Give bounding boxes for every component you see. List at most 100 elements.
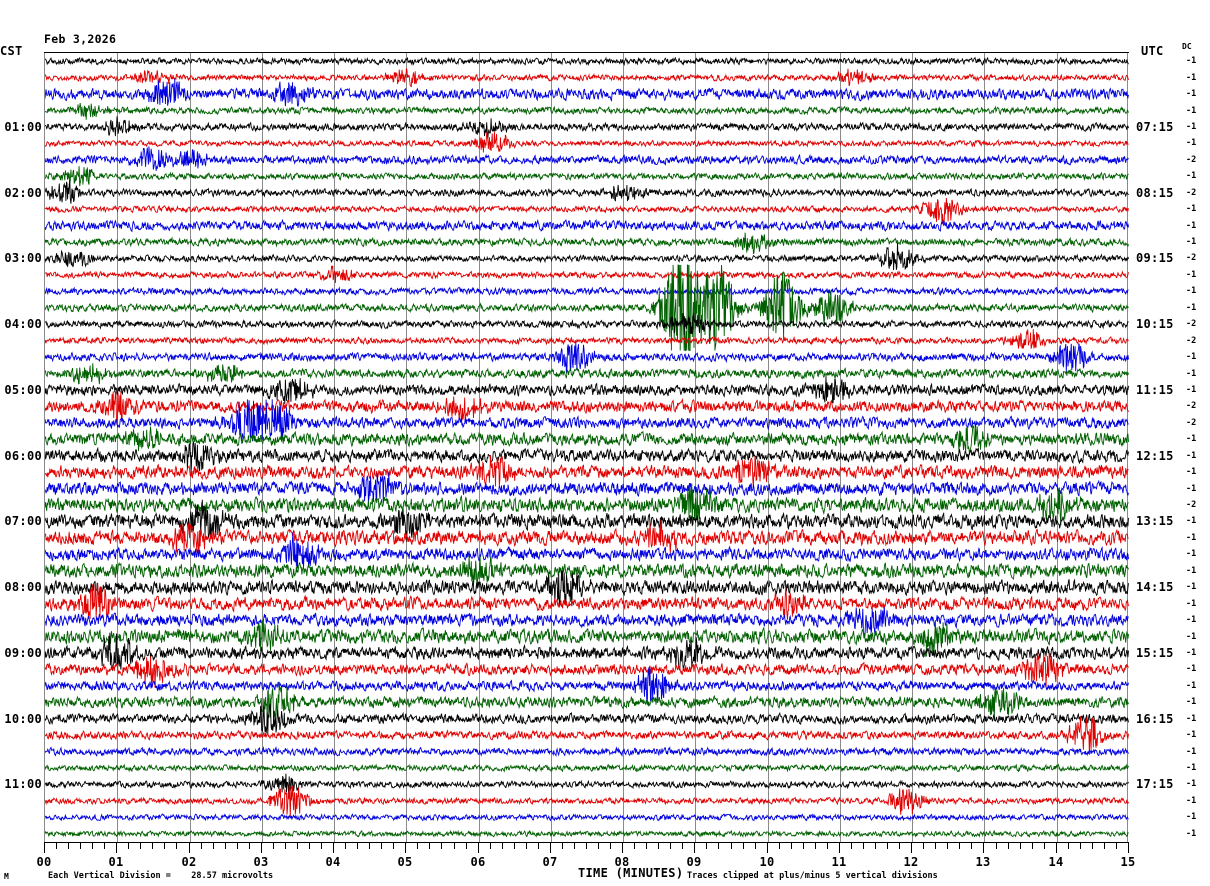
x-tick-minor [1080,843,1081,849]
cst-time-label: 02:00 [4,185,42,200]
x-tick-label: 08 [614,855,630,869]
cst-time-label: 11:00 [4,777,42,792]
gridline-minute-12 [912,53,913,842]
utc-time-label: 12:15 [1136,448,1174,463]
x-tick-major [983,843,984,853]
x-tick-minor [285,843,286,849]
x-axis-ticks [44,843,1129,853]
trace-line [45,455,1129,487]
x-tick-minor [273,843,274,849]
x-tick-minor [887,843,888,849]
trace-line [45,633,1129,671]
x-tick-major [1128,843,1129,853]
x-tick-minor [706,843,707,849]
dc-value: -1 [1186,105,1197,116]
x-tick-major [622,843,623,853]
x-tick-minor [743,843,744,849]
dc-value: -2 [1186,319,1197,330]
gridline-minute-11 [840,53,841,842]
right-timezone-label: UTC [1141,44,1164,58]
x-tick-major [478,843,479,853]
traces-layer [45,53,1129,842]
x-tick-minor [164,843,165,849]
footnote-clipping: Traces clipped at plus/minus 5 vertical … [687,871,938,881]
x-tick-major [261,843,262,853]
utc-time-label: 17:15 [1136,777,1174,792]
x-tick-minor [176,843,177,849]
gridline-minute-03 [262,53,263,842]
x-tick-major [911,843,912,853]
gridline-minute-07 [551,53,552,842]
x-tick-minor [899,843,900,849]
x-tick-minor [718,843,719,849]
x-tick-minor [369,843,370,849]
gridline-minute-09 [695,53,696,842]
x-tick-minor [128,843,129,849]
trace-line [45,785,1129,817]
trace-line [45,716,1129,755]
x-tick-label: 15 [1120,855,1136,869]
x-tick-minor [670,843,671,849]
cst-time-label: 10:00 [4,711,42,726]
dc-value: -1 [1186,384,1197,395]
trace-line [45,391,1129,425]
trace-line [45,363,1129,384]
x-tick-label: 01 [108,855,124,869]
gridline-minute-08 [623,53,624,842]
trace-line [45,220,1129,231]
x-tick-minor [429,843,430,849]
x-tick-minor [309,843,310,849]
x-tick-minor [1020,843,1021,849]
x-tick-minor [514,843,515,849]
dc-value: -1 [1186,763,1197,774]
dc-value: -1 [1186,582,1197,593]
x-tick-label: 05 [397,855,413,869]
utc-time-label: 08:15 [1136,185,1174,200]
cst-time-label: 05:00 [4,382,42,397]
dc-column-header: DC [1182,42,1192,51]
trace-line [45,166,1129,186]
x-tick-minor [152,843,153,849]
trace-line [45,69,1129,87]
x-tick-minor [791,843,792,849]
dc-value: -1 [1186,631,1197,642]
x-tick-minor [225,843,226,849]
x-tick-minor [562,843,563,849]
trace-line [45,233,1129,254]
trace-line [45,198,1129,224]
x-tick-label: 00 [36,855,52,869]
trace-line [45,179,1129,203]
dc-value: -1 [1186,795,1197,806]
header-date: Feb 3,2026 [44,32,117,46]
x-tick-minor [454,843,455,849]
utc-time-label: 15:15 [1136,645,1174,660]
x-tick-minor [104,843,105,849]
gridline-minute-04 [334,53,335,842]
dc-value: -1 [1186,516,1197,527]
x-tick-minor [381,843,382,849]
x-tick-minor [731,843,732,849]
trace-line [45,532,1129,569]
x-tick-minor [1116,843,1117,849]
utc-time-label: 13:15 [1136,514,1174,529]
seismogram-plot-area[interactable] [44,53,1128,842]
x-tick-minor [996,843,997,849]
dc-value: -1 [1186,779,1197,790]
trace-line [45,342,1129,373]
trace-line [45,313,1129,335]
dc-value: -1 [1186,812,1197,823]
x-tick-minor [658,843,659,849]
x-tick-label: 09 [686,855,702,869]
trace-line [45,583,1129,619]
dc-value: -1 [1186,532,1197,543]
x-tick-label: 04 [325,855,341,869]
dc-value: -1 [1186,483,1197,494]
x-tick-minor [947,843,948,849]
trace-line [45,704,1129,734]
dc-value: -1 [1186,89,1197,100]
trace-line [45,265,1129,350]
dc-value: -1 [1186,664,1197,675]
x-tick-major [839,843,840,853]
trace-line [45,667,1129,704]
